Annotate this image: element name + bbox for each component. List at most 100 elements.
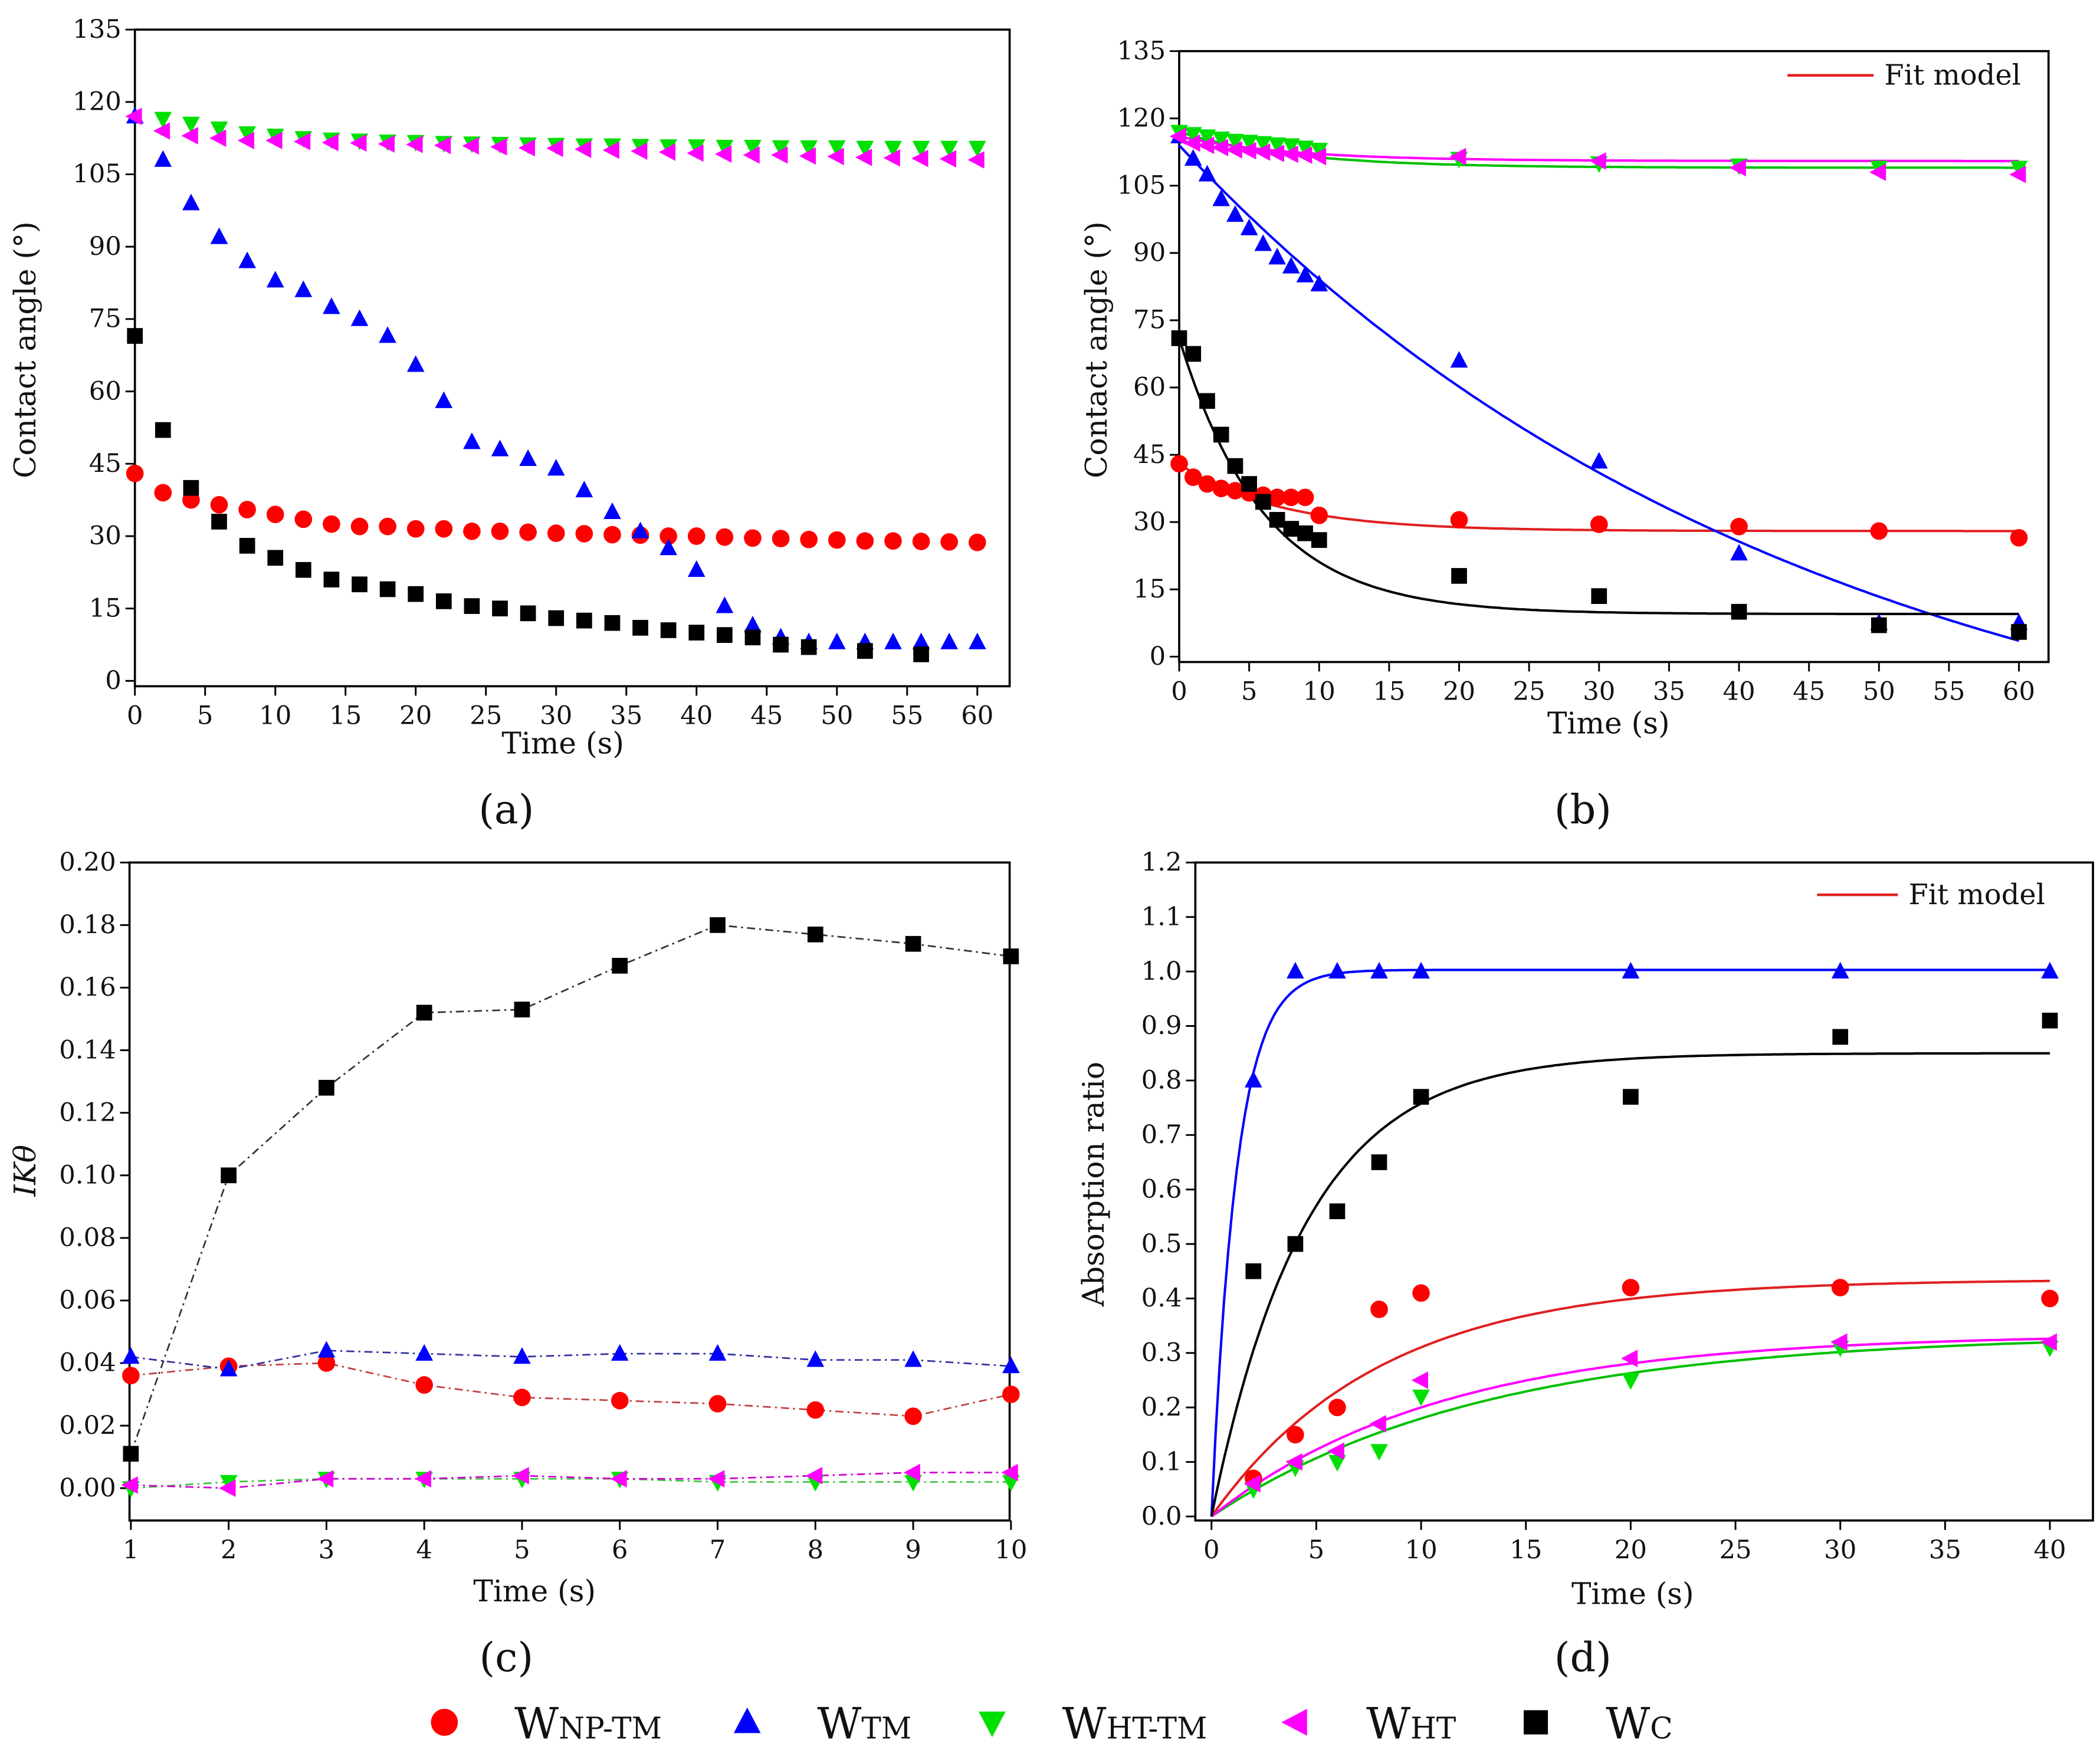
data-point-c	[1413, 1089, 1429, 1105]
data-point-c	[1185, 346, 1202, 362]
data-point-tm	[210, 227, 228, 244]
data-point-np	[513, 1388, 531, 1407]
legend-item-hitm: WHT-TM	[979, 1699, 1207, 1749]
data-point-c	[1623, 1089, 1639, 1105]
x-tick-label: 30	[540, 701, 572, 730]
data-point-hit	[708, 1470, 725, 1488]
x-tick-label: 35	[1653, 677, 1685, 706]
x-tick-label: 5	[1308, 1535, 1325, 1565]
data-point-tm	[463, 432, 481, 449]
data-point-tm	[744, 615, 762, 633]
data-point-np	[1198, 475, 1216, 493]
data-point-hit	[434, 136, 451, 155]
data-point-hit	[219, 1479, 236, 1497]
data-point-tm	[1240, 218, 1258, 235]
data-point-c	[604, 615, 621, 631]
data-point-hitm	[800, 140, 818, 157]
x-tick-label: 20	[1443, 677, 1475, 706]
legend-item-c: WC	[1524, 1699, 1673, 1749]
y-tick-label: 0.18	[59, 910, 116, 940]
y-tick-label: 0.02	[59, 1411, 116, 1440]
data-point-np	[603, 526, 621, 544]
legend-label-np: WNP-TM	[514, 1699, 662, 1749]
x-tick-label: 15	[329, 701, 362, 730]
series-c	[123, 917, 1019, 1462]
data-point-np	[379, 517, 396, 536]
data-point-tm	[406, 355, 425, 372]
data-point-hit	[1729, 159, 1746, 177]
data-point-c	[1329, 1203, 1346, 1220]
data-point-np	[1870, 522, 1888, 540]
data-point-np	[1296, 488, 1314, 507]
y-tick-label: 0.04	[59, 1348, 116, 1378]
data-point-c	[1213, 426, 1229, 443]
data-point-c	[905, 935, 921, 952]
data-point-hitm	[744, 140, 762, 157]
series-hit	[1243, 1333, 2057, 1493]
data-point-hit	[805, 1467, 823, 1485]
data-point-c	[1287, 1236, 1304, 1252]
x-tick-label: 8	[807, 1535, 823, 1565]
data-point-tm	[611, 1344, 629, 1361]
data-point-hit	[321, 133, 339, 152]
x-tick-label: 15	[1373, 677, 1405, 706]
data-point-np	[126, 464, 144, 482]
data-point-np	[1170, 455, 1188, 473]
data-point-hit	[414, 1470, 432, 1488]
y-tick-label: 0.6	[1141, 1174, 1182, 1204]
y-tick-label: 105	[1117, 171, 1166, 201]
data-point-c	[1003, 948, 1019, 964]
data-point-hit	[1243, 1475, 1261, 1493]
series-hit	[125, 107, 985, 169]
y-tick-label: 135	[73, 15, 122, 44]
series-hitm	[1170, 124, 2028, 178]
data-point-hit	[1411, 1371, 1428, 1389]
y-tick-label: 0.7	[1141, 1120, 1182, 1150]
data-point-c	[1371, 1154, 1387, 1170]
legend-item-np: WNP-TM	[431, 1699, 662, 1749]
series-tm	[126, 107, 986, 649]
series-line-hitm	[130, 1477, 1011, 1489]
x-tick-label: 5	[514, 1535, 530, 1565]
data-point-hitm	[1226, 133, 1244, 151]
data-point-hit	[1239, 142, 1256, 160]
data-point-hit	[518, 139, 536, 157]
x-tick-label: 35	[610, 701, 642, 730]
data-point-hit	[1589, 152, 1606, 170]
data-point-tm	[631, 521, 649, 538]
data-point-hit	[181, 127, 198, 145]
x-tick-label: 60	[2003, 677, 2035, 706]
legend-label-tm: WTM	[817, 1699, 911, 1749]
data-point-hit	[121, 1476, 138, 1494]
data-point-hitm	[1310, 143, 1328, 160]
y-tick-label: 30	[89, 521, 122, 551]
data-point-hitm	[940, 140, 959, 157]
y-tick-label: 0.4	[1141, 1283, 1182, 1313]
y-tick-label: 75	[1133, 306, 1166, 335]
x-tick-label: 20	[1615, 1535, 1647, 1565]
x-axis-label: Time (s)	[1571, 1576, 1694, 1611]
data-point-hit	[546, 139, 563, 157]
data-point-hit	[855, 149, 872, 166]
series-tm	[1170, 126, 2028, 631]
data-point-tm	[884, 632, 902, 649]
data-point-hit	[2040, 1333, 2057, 1351]
y-tick-label: 60	[1133, 373, 1166, 402]
legend-label-hitm: WHT-TM	[1062, 1699, 1208, 1749]
data-point-c	[319, 1079, 334, 1096]
y-tick-label: 45	[1133, 440, 1166, 469]
data-point-tm	[1310, 274, 1328, 291]
y-tick-label: 120	[1117, 103, 1166, 133]
data-point-tm	[687, 560, 706, 577]
data-point-np	[2041, 1289, 2059, 1308]
y-tick-label: 0.5	[1141, 1229, 1182, 1259]
data-point-c	[239, 538, 255, 554]
data-point-hit	[1169, 127, 1186, 146]
data-point-c	[660, 622, 677, 638]
data-point-hitm	[1328, 1454, 1346, 1472]
data-point-hitm	[968, 140, 986, 157]
y-tick-label: 45	[89, 449, 122, 478]
x-tick-label: 30	[1583, 677, 1615, 706]
data-point-hit	[1254, 143, 1271, 161]
data-point-np	[1412, 1284, 1430, 1302]
